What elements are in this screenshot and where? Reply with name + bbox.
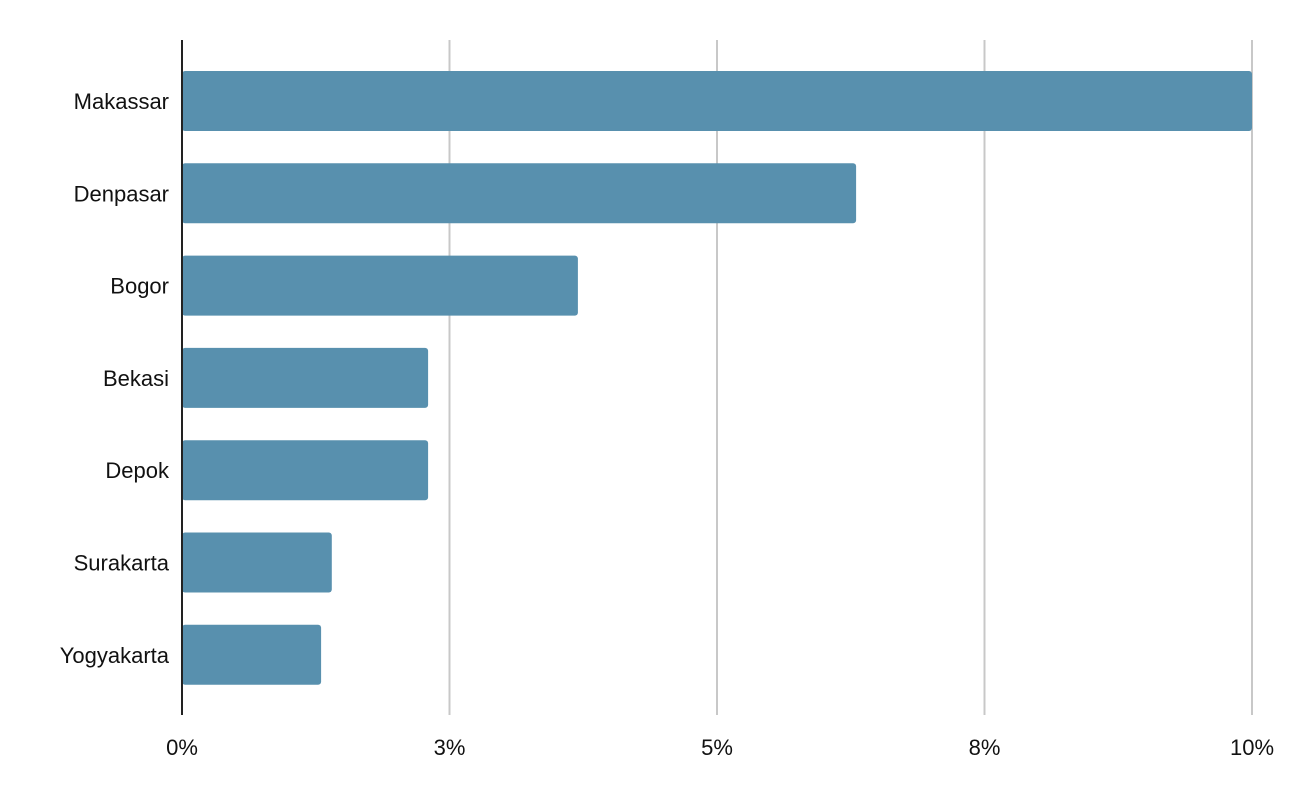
category-label: Makassar [74, 89, 169, 114]
x-tick-label: 10% [1230, 735, 1274, 760]
bar-surakarta [182, 532, 332, 593]
bars [182, 71, 1252, 685]
category-label: Depok [105, 458, 170, 483]
x-tick-label: 8% [969, 735, 1001, 760]
bar-denpasar [182, 163, 857, 224]
x-tick-label: 3% [434, 735, 466, 760]
bar-yogyakarta [182, 624, 322, 685]
gridlines [448, 40, 1253, 715]
bar-makassar [182, 71, 1252, 131]
category-label: Yogyakarta [60, 643, 170, 668]
category-label: Bekasi [103, 366, 169, 391]
bar-bogor [182, 255, 578, 316]
x-tick-label: 0% [166, 735, 198, 760]
category-label: Surakarta [74, 551, 170, 576]
x-tick-label: 5% [701, 735, 733, 760]
bar-bekasi [182, 347, 429, 408]
category-label: Denpasar [74, 181, 169, 206]
bar-depok [182, 440, 429, 501]
category-label: Bogor [110, 274, 169, 299]
labels: 0% 3% 5% 8% 10% Makassar Denpasar Bogor Bekasi De… [60, 89, 1274, 760]
